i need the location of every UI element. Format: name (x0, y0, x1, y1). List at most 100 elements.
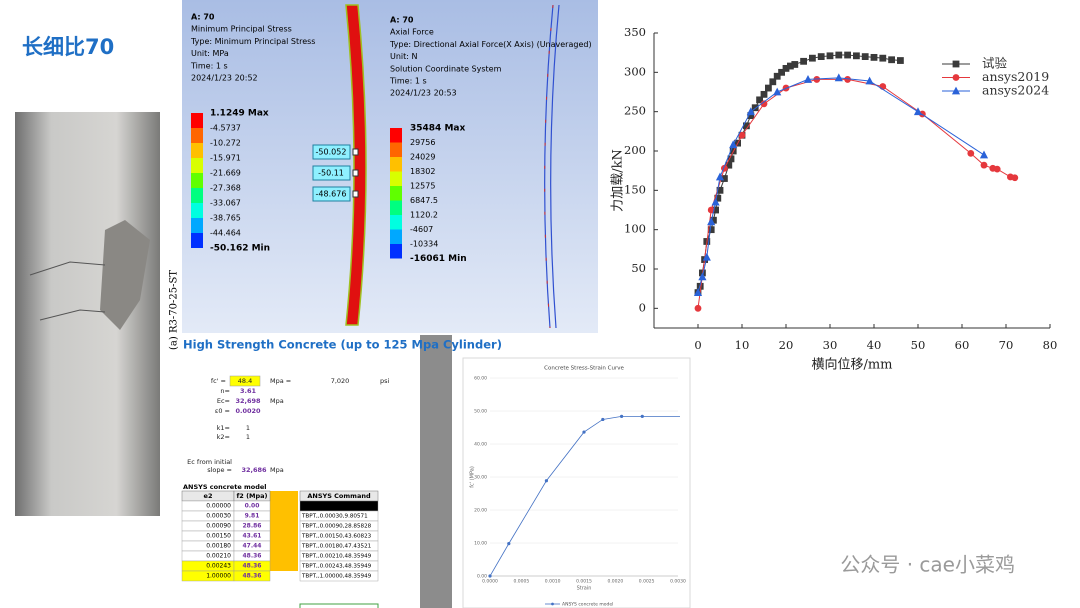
header-label: ANSYS Command (307, 492, 371, 500)
sheet-cell: 0.0020 (235, 407, 261, 415)
y-tick-label: 10.00 (474, 541, 487, 547)
cell-text: 0.00030 (206, 513, 231, 520)
y-tick-label: 300 (624, 64, 646, 78)
data-point (791, 61, 799, 68)
data-point (765, 84, 772, 92)
cell-text: 0.00180 (206, 543, 231, 550)
cell-text: 48.36 (243, 553, 262, 560)
legend-band (390, 215, 402, 230)
column-model (345, 4, 367, 326)
sheet-cell: Mpa = (270, 377, 291, 385)
y-tick-label: 350 (624, 25, 646, 39)
x-tick-label: 70 (999, 338, 1014, 352)
x-tick-label: 0.0025 (639, 579, 655, 585)
legend-label: -50.162 Min (210, 244, 270, 254)
data-point (787, 62, 794, 70)
sheet-cell: Mpa (270, 466, 284, 474)
data-point (693, 288, 703, 296)
x-tick-label: 0.0030 (670, 579, 686, 585)
legend-band (390, 200, 402, 215)
y-tick-label: 0.00 (477, 574, 487, 580)
panel-text: 2024/1/23 20:52 (191, 74, 258, 83)
x-tick-label: 0.0005 (513, 579, 529, 585)
data-point (751, 104, 759, 112)
data-point (707, 206, 715, 214)
legend-band (390, 229, 402, 244)
legend-label: -10334 (410, 240, 438, 249)
series-line (697, 78, 1015, 309)
cell-text: 0.00000 (206, 503, 231, 510)
legend-label: 6847.5 (410, 196, 438, 205)
sheet-cell: ANSYS concrete model (183, 483, 267, 491)
data-point (601, 417, 605, 422)
cell-text: 1.00000 (206, 573, 231, 580)
column-model (544, 4, 560, 329)
data-point (746, 107, 755, 116)
legend-band (191, 173, 203, 188)
legend-label: -10.272 (210, 139, 241, 148)
legend-band (191, 143, 203, 158)
data-point (743, 122, 750, 130)
data-point (913, 107, 923, 116)
x-tick-label: 0 (694, 338, 701, 352)
legend-label: -4607 (410, 225, 433, 234)
panel-text: Type: Minimum Principal Stress (190, 37, 315, 46)
series-line (697, 54, 901, 293)
data-point (853, 52, 860, 60)
data-point (715, 172, 725, 181)
data-point (721, 175, 728, 182)
probe-pin (352, 169, 359, 177)
data-point (782, 65, 790, 72)
crack (29, 261, 106, 321)
data-point (773, 87, 782, 96)
data-point (897, 57, 904, 64)
data-point (694, 304, 702, 312)
data-point (756, 96, 763, 104)
data-point (716, 186, 724, 194)
panel-text: Unit: MPa (191, 49, 229, 58)
legend-band (191, 188, 203, 203)
legend-label: 18302 (410, 167, 435, 176)
specimen-photo (15, 112, 160, 516)
panel-text: Solution Coordinate System (390, 64, 502, 73)
data-point (778, 68, 785, 76)
panel-text: Type: Directional Axial Force(X Axis) (U… (389, 40, 592, 49)
sheet-cell: Ec from initial (187, 458, 232, 466)
data-point (711, 197, 720, 206)
panel-text: Unit: N (390, 52, 418, 61)
sheet-gap (420, 335, 452, 608)
data-point (888, 56, 895, 64)
data-point (952, 74, 960, 81)
probe-label: -48.676 (316, 190, 347, 199)
data-point (803, 74, 813, 83)
legend-label: 1120.2 (410, 211, 438, 220)
sheet-cell: 7,020 (331, 377, 350, 385)
data-point (773, 72, 781, 80)
data-point (769, 78, 777, 86)
legend-band (390, 142, 402, 157)
data-point (707, 226, 715, 234)
panel-text: Minimum Principal Stress (191, 25, 292, 34)
data-point (747, 112, 755, 119)
x-tick-label: 10 (735, 338, 750, 352)
legend-band (191, 113, 203, 128)
sheet-title: High Strength Concrete (up to 125 Mpa Cy… (183, 338, 502, 352)
data-point (760, 100, 768, 108)
y-tick-label: 200 (624, 143, 646, 157)
legend-label: -4.5737 (210, 124, 241, 133)
x-tick-label: 40 (867, 338, 882, 352)
sheet-cell: 1 (246, 433, 250, 441)
legend-label: 12575 (410, 182, 435, 191)
data-point (729, 140, 738, 149)
y-tick-label: 100 (624, 222, 646, 236)
legend-band (191, 218, 203, 233)
x-axis-label: 横向位移/mm (811, 357, 892, 373)
cell-text: 28.86 (243, 523, 262, 530)
legend-label: -44.464 (210, 229, 241, 238)
data-point (980, 161, 988, 169)
x-tick-label: 0.0020 (607, 579, 623, 585)
header-label: e2 (204, 492, 213, 500)
cell-text: TBPT,,0.00210,48.35949 (301, 554, 372, 560)
sheet-cell: Mpa (270, 397, 284, 405)
